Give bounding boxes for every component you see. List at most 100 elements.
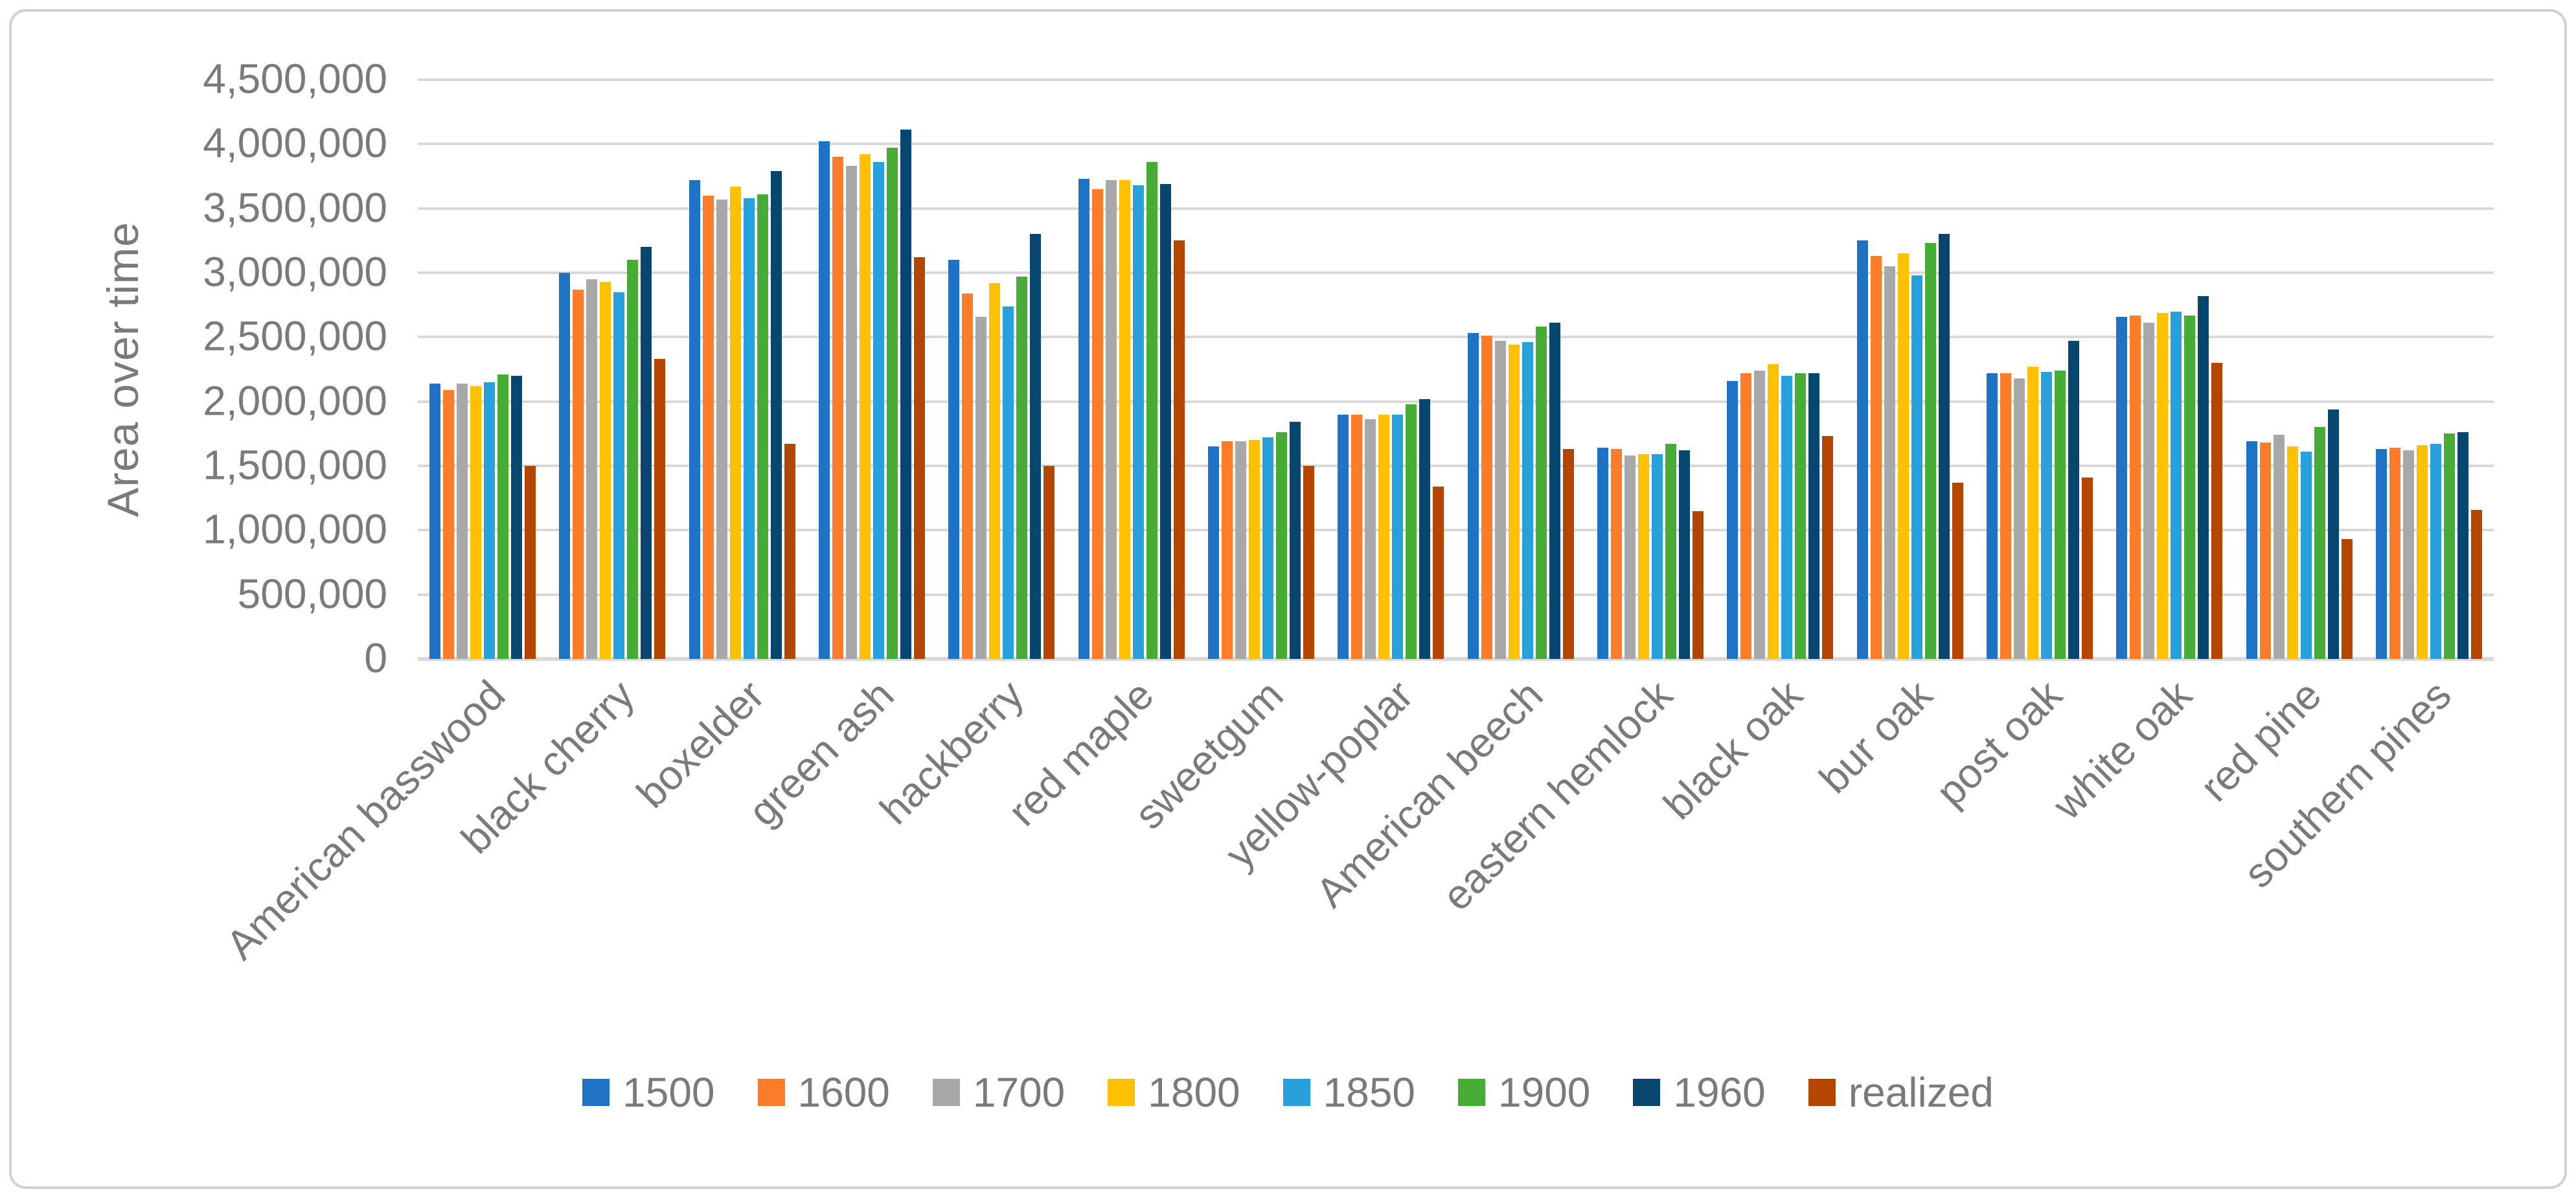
bar-realized bbox=[1952, 482, 1963, 659]
bar-1850 bbox=[743, 198, 755, 659]
bar-1900 bbox=[1146, 162, 1157, 659]
bar-1500 bbox=[429, 383, 441, 659]
bar-1850 bbox=[1262, 437, 1274, 659]
bar-1600 bbox=[573, 289, 584, 659]
bar-group bbox=[2364, 80, 2494, 659]
bar-1800 bbox=[1508, 345, 1520, 659]
legend-item: 1500 bbox=[582, 1072, 715, 1113]
bar-1700 bbox=[1105, 179, 1117, 659]
legend-swatch-icon bbox=[757, 1079, 785, 1106]
bar-group bbox=[1067, 80, 1196, 659]
bar-1960 bbox=[641, 247, 652, 659]
legend-label: 1960 bbox=[1673, 1069, 1766, 1116]
bar-1800 bbox=[989, 282, 1001, 659]
bar-1600 bbox=[2259, 443, 2271, 659]
y-tick-label: 1,500,000 bbox=[203, 441, 387, 489]
bar-1500 bbox=[1467, 333, 1479, 659]
bar-1500 bbox=[559, 273, 571, 659]
bar-1700 bbox=[1494, 341, 1506, 659]
gridline bbox=[418, 465, 2494, 468]
bar-1900 bbox=[1406, 404, 1417, 659]
bar-1600 bbox=[1740, 373, 1752, 659]
bar-realized bbox=[2211, 363, 2223, 659]
bar-1900 bbox=[1795, 373, 1807, 659]
bar-1700 bbox=[846, 166, 858, 659]
bar-1960 bbox=[1678, 450, 1690, 659]
bar-1900 bbox=[2314, 427, 2325, 659]
bar-1800 bbox=[1768, 364, 1779, 659]
plot-area: American basswood black cherry boxelder gre… bbox=[217, 78, 2494, 969]
gridline bbox=[418, 529, 2494, 532]
bar-1960 bbox=[2457, 432, 2468, 659]
bar-1850 bbox=[873, 162, 885, 659]
bar-1850 bbox=[2171, 311, 2182, 659]
bar-1700 bbox=[716, 199, 727, 659]
bar-1960 bbox=[1419, 398, 1431, 659]
legend-item: 1700 bbox=[932, 1072, 1065, 1113]
bar-1850 bbox=[1392, 414, 1404, 659]
bar-1800 bbox=[1249, 440, 1260, 659]
gridline bbox=[418, 143, 2494, 146]
bar-group bbox=[418, 80, 547, 659]
bar-1500 bbox=[948, 260, 960, 659]
legend-swatch-icon bbox=[1282, 1079, 1310, 1106]
bar-1700 bbox=[2273, 435, 2285, 659]
legend-label: 1850 bbox=[1323, 1069, 1415, 1116]
bar-1700 bbox=[1884, 266, 1895, 659]
bar-realized bbox=[2081, 477, 2093, 659]
bar-1850 bbox=[613, 292, 625, 659]
bar-1800 bbox=[1378, 414, 1390, 659]
bar-1800 bbox=[470, 386, 482, 659]
bar-1600 bbox=[1091, 189, 1103, 659]
bar-1960 bbox=[1808, 373, 1820, 659]
bar-1700 bbox=[586, 279, 598, 659]
bar-1850 bbox=[2300, 452, 2312, 659]
bar-1960 bbox=[2198, 295, 2209, 659]
y-tick-label: 2,500,000 bbox=[203, 313, 387, 360]
bar-1900 bbox=[2443, 433, 2455, 659]
bar-1600 bbox=[443, 389, 455, 659]
bar-1850 bbox=[1132, 185, 1144, 659]
bar-1500 bbox=[1727, 380, 1738, 659]
bar-1850 bbox=[1003, 306, 1014, 659]
bar-1600 bbox=[2000, 373, 2011, 659]
x-axis-line bbox=[418, 657, 2494, 661]
y-tick-label: 2,000,000 bbox=[203, 377, 387, 424]
gridline bbox=[418, 78, 2494, 81]
bar-1850 bbox=[1522, 342, 1533, 659]
bar-1700 bbox=[975, 316, 987, 659]
bar-1700 bbox=[1365, 419, 1376, 659]
bar-1900 bbox=[2184, 315, 2196, 659]
bar-1800 bbox=[2286, 446, 2298, 659]
bar-1600 bbox=[1222, 441, 1233, 659]
bar-1960 bbox=[1549, 323, 1560, 659]
bar-1500 bbox=[1208, 446, 1220, 659]
bar-1900 bbox=[1665, 444, 1676, 659]
legend-label: 1600 bbox=[797, 1069, 890, 1116]
bar-1960 bbox=[511, 375, 523, 659]
y-tick-label: 0 bbox=[364, 634, 387, 682]
bar-1500 bbox=[2246, 441, 2257, 659]
bar-1960 bbox=[1938, 234, 1950, 659]
legend-item: realized bbox=[1808, 1072, 1994, 1113]
y-tick-label: 4,500,000 bbox=[203, 55, 387, 102]
bar-1600 bbox=[2389, 448, 2400, 659]
bar-1500 bbox=[1338, 414, 1349, 659]
bar-1700 bbox=[2143, 323, 2155, 659]
bar-group bbox=[2104, 80, 2234, 659]
bar-1600 bbox=[702, 195, 714, 659]
bar-1960 bbox=[900, 130, 912, 659]
bar-group bbox=[2234, 80, 2364, 659]
bar-1850 bbox=[1911, 275, 1922, 659]
bar-realized bbox=[654, 359, 666, 659]
legend-label: 1800 bbox=[1148, 1069, 1240, 1116]
bar-group bbox=[678, 80, 807, 659]
bar-group bbox=[807, 80, 937, 659]
bar-realized bbox=[1303, 466, 1315, 659]
bar-1500 bbox=[819, 141, 830, 659]
bar-realized bbox=[914, 257, 926, 659]
gridline bbox=[418, 271, 2494, 275]
bar-1900 bbox=[757, 194, 768, 659]
bar-1800 bbox=[1119, 179, 1130, 659]
bar-1700 bbox=[2402, 450, 2414, 659]
